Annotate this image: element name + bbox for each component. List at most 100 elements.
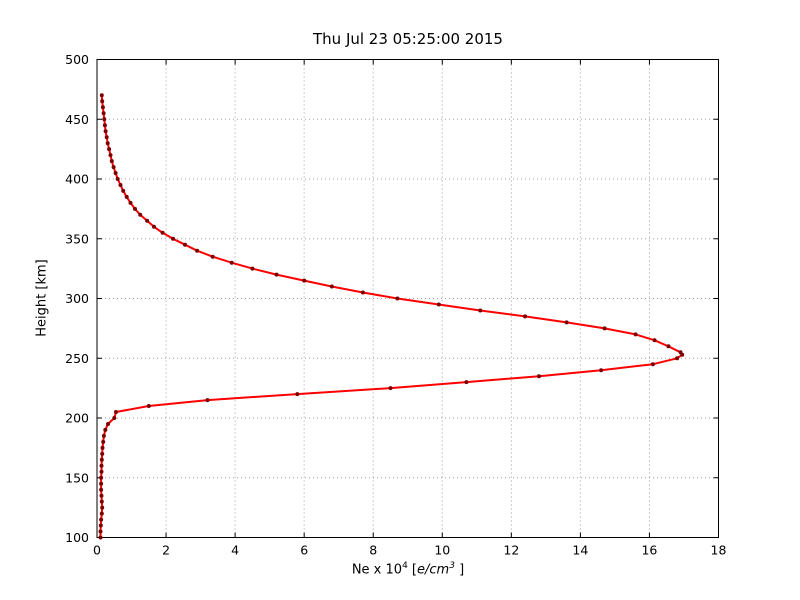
data-marker [652,338,657,343]
data-marker [99,475,104,480]
y-tick-label: 450 [65,112,89,127]
data-marker [99,499,104,504]
data-marker [205,398,210,403]
data-marker [666,344,671,349]
y-tick-label: 250 [65,351,89,366]
data-marker [100,105,105,110]
data-marker [274,272,279,277]
data-marker [99,457,104,462]
data-marker [99,511,104,516]
data-marker [99,493,104,498]
data-marker [564,320,569,325]
y-tick-label: 500 [65,52,89,67]
data-marker [99,469,104,474]
data-marker [100,99,105,104]
data-marker [118,183,123,187]
data-marker [464,380,469,385]
data-marker [105,141,110,146]
data-line [99,95,684,538]
data-marker [395,296,400,301]
data-marker [302,278,307,283]
x-tick-label: 16 [641,543,657,558]
data-marker [99,517,104,522]
x-tick-label: 10 [434,543,450,558]
y-axis-label: Height [km] [34,259,50,337]
data-marker [112,416,117,420]
data-marker [99,481,104,486]
data-marker [109,159,114,164]
data-marker [146,404,151,408]
data-marker [436,302,441,307]
data-marker [99,487,104,492]
xlabel-base: Ne x 10 [351,562,403,578]
x-tick-label: 6 [300,543,308,558]
data-marker [108,153,113,158]
data-marker [229,260,234,265]
data-marker [102,123,107,128]
x-tick-label: 8 [369,543,377,558]
data-marker [183,242,187,247]
y-tick-label: 400 [65,172,89,187]
data-marker [210,254,215,259]
data-marker [98,529,103,534]
data-marker [100,505,105,510]
data-marker [100,445,105,450]
xlabel-exponent: 4 [402,561,408,571]
x-tick-label: 4 [231,543,239,558]
data-marker [128,200,133,205]
data-marker [160,230,165,235]
data-marker [171,236,175,241]
data-marker [250,266,255,271]
data-marker [388,386,393,391]
data-marker [100,451,105,456]
data-marker [115,177,120,181]
data-marker [104,135,109,140]
data-marker [523,314,528,319]
data-marker [107,147,112,152]
chart-title: Thu Jul 23 05:25:00 2015 [313,30,503,48]
data-marker [98,535,103,540]
data-marker [114,410,118,414]
data-marker [103,427,108,432]
data-marker [99,463,104,468]
data-marker [145,218,150,223]
xlabel-unit-exponent: 3 [449,561,455,571]
y-tick-label: 300 [65,291,89,306]
x-tick-label: 14 [572,543,588,558]
data-marker [650,362,655,367]
y-tick-label: 100 [65,530,89,545]
x-tick-label: 2 [162,543,170,558]
data-marker [133,206,137,211]
data-marker [678,350,683,355]
data-marker [124,194,129,199]
data-marker [295,392,300,397]
data-marker [599,368,604,373]
y-tick-label: 350 [65,231,89,246]
data-marker [103,129,108,134]
data-marker [537,374,541,379]
data-marker [478,308,483,313]
data-marker [329,284,334,289]
data-marker [138,212,143,217]
xlabel-close-bracket: ] [454,562,465,578]
xlabel-open-bracket: [ [407,562,418,578]
y-tick-label: 200 [65,411,89,426]
x-tick-label: 0 [93,543,101,558]
data-marker [633,332,638,337]
x-axis-label: Ne x 104 [e/cm3 ] [97,561,719,577]
data-marker [111,165,116,170]
data-marker [101,439,106,444]
data-marker [101,433,106,438]
data-marker [602,326,607,331]
data-marker [113,171,118,175]
data-marker [195,248,200,253]
data-marker [99,93,104,98]
data-marker [121,188,126,193]
data-marker [152,224,156,229]
data-marker [102,117,107,122]
x-tick-label: 18 [711,543,727,558]
data-marker [360,290,365,295]
data-marker [675,356,680,361]
